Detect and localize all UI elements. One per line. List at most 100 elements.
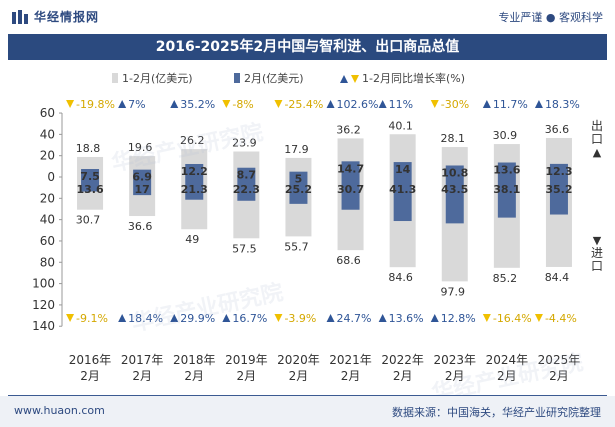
x-tick-label-month: 2月 xyxy=(549,369,569,383)
bar-export-month xyxy=(393,162,412,177)
import-down-arrow-icon: ▼ xyxy=(592,234,602,247)
label-import-month: 17 xyxy=(134,183,149,196)
x-tick-label-month: 2月 xyxy=(184,369,204,383)
x-tick-label: 2020年 xyxy=(277,353,320,367)
import-growth-label-down-arrow-icon xyxy=(482,314,491,322)
import-growth-label: 13.6% xyxy=(389,312,424,325)
legend-label-ytd: 1-2月(亿美元) xyxy=(122,72,193,85)
import-growth-label-down-arrow-icon xyxy=(66,314,75,322)
x-tick-label: 2021年 xyxy=(329,353,372,367)
label-import-ytd: 36.6 xyxy=(128,220,153,233)
bar-import-month xyxy=(81,177,100,192)
footer-source: 数据来源：中国海关，华经产业研究院整理 xyxy=(392,406,601,419)
export-growth-label-down-arrow-icon xyxy=(274,100,283,108)
import-growth-label: 24.7% xyxy=(337,312,372,325)
bar-export-month xyxy=(81,169,100,177)
bar-import-month xyxy=(497,177,516,218)
legend-swatch-ytd xyxy=(112,73,118,83)
label-export-month: 14.7 xyxy=(337,162,364,175)
export-side-text: 出口 xyxy=(590,119,603,146)
legend-label-month: 2月(亿美元) xyxy=(244,72,304,85)
import-growth-label: 12.8% xyxy=(441,312,476,325)
label-export-ytd: 30.9 xyxy=(493,129,518,142)
bar-import-month xyxy=(185,177,204,200)
bar-import-month xyxy=(289,177,308,204)
footer-website: www.huaon.com xyxy=(14,404,105,417)
y-tick-label: 60 xyxy=(40,234,55,248)
bar-export-month xyxy=(185,163,204,177)
import-growth-label-down-arrow-icon xyxy=(534,314,543,322)
import-growth-label: -16.4% xyxy=(493,312,532,325)
x-tick-label: 2024年 xyxy=(486,353,529,367)
y-tick-label: 40 xyxy=(40,127,55,141)
bar-export-month xyxy=(289,171,308,177)
label-export-month: 7.5 xyxy=(80,170,100,183)
import-growth-label: -3.9% xyxy=(284,312,316,325)
y-tick-label: 100 xyxy=(32,277,55,291)
bar-import-month xyxy=(237,177,256,201)
label-export-month: 5 xyxy=(295,173,303,186)
title-bar: 2016-2025年2月中国与智利进、出口商品总值 xyxy=(8,34,607,60)
label-import-month: 22.3 xyxy=(233,183,260,196)
x-tick-label: 2017年 xyxy=(121,353,164,367)
import-growth-label: -9.1% xyxy=(76,312,108,325)
y-tick-label: 120 xyxy=(32,298,55,312)
import-growth-label-down-arrow-icon xyxy=(274,314,283,322)
export-growth-label-down-arrow-icon xyxy=(430,100,439,108)
label-export-ytd: 36.2 xyxy=(336,123,361,136)
label-import-ytd: 68.6 xyxy=(336,254,361,267)
y-tick-label: 20 xyxy=(40,149,55,163)
legend: 1-2月(亿美元) 2月(亿美元) 1-2月同比增长率(%) xyxy=(108,70,528,89)
label-export-month: 14 xyxy=(395,163,411,176)
x-tick-label-month: 2月 xyxy=(132,369,152,383)
label-export-ytd: 18.8 xyxy=(76,142,101,155)
label-import-ytd: 55.7 xyxy=(284,240,309,253)
export-growth-label: 35.2% xyxy=(180,98,215,111)
import-growth-label-up-arrow-icon xyxy=(326,314,335,322)
export-growth-label-up-arrow-icon xyxy=(378,100,387,108)
legend-label-growth: 1-2月同比增长率(%) xyxy=(362,71,465,85)
y-tick-label: 20 xyxy=(40,191,55,205)
label-import-month: 30.7 xyxy=(337,183,364,196)
chart-area: 60402002040608010012014018.87.513.630.7-… xyxy=(32,98,580,383)
export-growth-label-up-arrow-icon xyxy=(326,100,335,108)
x-tick-label-month: 2月 xyxy=(80,369,100,383)
legend-svg: 1-2月(亿美元) 2月(亿美元) 1-2月同比增长率(%) xyxy=(112,71,465,85)
import-growth-label: 29.9% xyxy=(180,312,215,325)
export-side-label: 出口 ▲ xyxy=(590,119,604,160)
import-growth-label-up-arrow-icon xyxy=(222,314,231,322)
legend-up-arrow-icon xyxy=(340,75,348,83)
export-growth-label-up-arrow-icon xyxy=(534,100,543,108)
label-import-month: 41.3 xyxy=(389,183,416,196)
import-growth-label: 18.4% xyxy=(128,312,163,325)
label-import-month: 35.2 xyxy=(545,183,572,196)
label-import-ytd: 97.9 xyxy=(441,285,466,298)
y-tick-label: 140 xyxy=(32,319,55,333)
export-growth-label: 102.6% xyxy=(337,98,379,111)
bar-export-month xyxy=(237,167,256,177)
bar-import-month xyxy=(393,177,412,222)
label-export-month: 13.6 xyxy=(493,164,520,177)
export-growth-label: 7% xyxy=(128,98,145,111)
export-growth-label: 11% xyxy=(389,98,413,111)
export-growth-label: 18.3% xyxy=(545,98,580,111)
label-export-ytd: 26.2 xyxy=(180,134,205,147)
export-growth-label: -25.4% xyxy=(284,98,323,111)
x-tick-label-month: 2月 xyxy=(341,369,361,383)
brand-logo-icon xyxy=(12,10,28,24)
x-tick-label: 2022年 xyxy=(381,353,424,367)
x-tick-label-month: 2月 xyxy=(497,369,517,383)
x-tick-label: 2016年 xyxy=(69,353,112,367)
bar-export-month xyxy=(341,161,360,177)
label-import-ytd: 84.6 xyxy=(388,271,413,284)
label-export-month: 12.2 xyxy=(181,165,208,178)
label-import-month: 38.1 xyxy=(493,183,520,196)
label-export-month: 8.7 xyxy=(237,169,257,182)
y-tick-label: 60 xyxy=(40,106,55,120)
label-export-ytd: 17.9 xyxy=(284,143,309,156)
import-growth-label-up-arrow-icon xyxy=(118,314,127,322)
label-import-month: 21.3 xyxy=(181,183,208,196)
x-tick-label-month: 2月 xyxy=(289,369,309,383)
import-side-label: ▼ 进口 xyxy=(590,234,604,273)
import-growth-label: 16.7% xyxy=(232,312,267,325)
